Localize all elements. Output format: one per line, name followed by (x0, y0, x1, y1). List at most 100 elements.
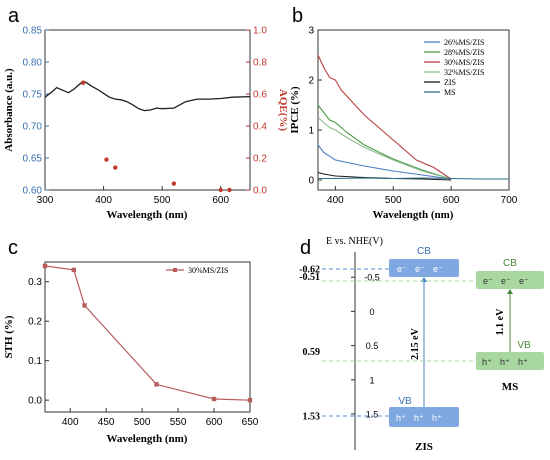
aqe-point (171, 181, 177, 186)
panel-a: 300 400 500 600 0.60 0.65 0.70 0.75 0.80 0.85 0.… (3, 26, 289, 222)
ms-hole-2: h⁺ (500, 357, 510, 367)
legend-label: 30%MS/ZIS (444, 58, 484, 67)
aqe-point (227, 187, 232, 193)
panel-c: 400 450 500 550 600 650 0.0 0.1 0.2 0.3 30%MS/ZI… (3, 261, 259, 445)
zis-hole-1: h⁺ (396, 413, 406, 423)
panel-label-b: b (292, 5, 303, 27)
panel-b-ytick-label: 0 (308, 176, 314, 187)
legend-marker (173, 268, 177, 272)
energy-axis-title: E vs. NHE(V) (326, 236, 383, 247)
panel-c-ytick-label: 0.1 (28, 356, 42, 367)
panel-c-sth-points (42, 263, 253, 403)
zis-name: ZIS (415, 441, 433, 453)
ipce-series-line (317, 54, 452, 180)
panel-b-ytick-label: 2 (308, 76, 314, 87)
sth-point (154, 382, 159, 387)
ipce-series-line (317, 144, 452, 180)
zis-cb-band (389, 259, 459, 277)
legend-label: 30%MS/ZIS (188, 266, 228, 275)
ms-hole-3: h⁺ (518, 357, 528, 367)
panel-b-frame (317, 29, 510, 191)
ms-gap-label: 1.1 eV (495, 308, 506, 335)
panel-a-ylabel: Absorbance (a.u.) (3, 68, 15, 152)
zis-vb-band (389, 407, 459, 427)
ms-vb-label: VB (517, 340, 531, 351)
panel-b-xtick-label: 400 (327, 195, 344, 206)
legend-label: MS (444, 88, 456, 97)
panel-c-ylabel: STH (%) (3, 315, 15, 358)
panel-c-xtick-label: 500 (134, 417, 151, 428)
zis-hole-3: h⁺ (432, 413, 442, 423)
energy-tick-label: 0 (369, 307, 374, 317)
panel-c-x-ticks: 400 450 500 550 600 650 (62, 408, 259, 428)
legend-label: 32%MS/ZIS (444, 68, 484, 77)
panel-a-y2tick-label: 0.0 (253, 186, 267, 197)
panel-b-ylabel: IPCE (%) (289, 86, 301, 134)
panel-b-xtick-label: 700 (501, 195, 518, 206)
ipce-series-line (317, 104, 452, 180)
panel-a-absorbance-line (44, 80, 251, 112)
ms-cb-label: CB (503, 258, 517, 269)
panel-c-xtick-label: 650 (242, 417, 259, 428)
panel-c-sth-line (44, 265, 251, 401)
panel-a-y2tick-label: 0.2 (253, 154, 267, 165)
panel-b-ytick-label: 3 (308, 26, 314, 37)
panel-label-a: a (8, 5, 20, 27)
panel-a-aqe-points (80, 80, 232, 193)
panel-c-ytick-label: 0.3 (28, 277, 42, 288)
panel-c-xtick-label: 550 (170, 417, 187, 428)
panel-c-xlabel: Wavelength (nm) (107, 433, 188, 445)
panel-a-x-ticks: 300 400 500 600 (37, 186, 229, 206)
panel-a-y2tick-label: 0.4 (253, 122, 267, 133)
panel-label-c: c (8, 237, 18, 259)
ipce-series-line (318, 177, 509, 180)
panel-b-xtick-label: 600 (443, 195, 460, 206)
panel-a-xtick-label: 500 (154, 195, 171, 206)
legend-label: ZIS (444, 78, 456, 87)
panel-c-xtick-label: 600 (206, 417, 223, 428)
panel-a-y2tick-label: 0.8 (253, 58, 267, 69)
aqe-point (80, 80, 86, 86)
panel-b: 400 500 600 700 0 1 2 3 26%MS/ZIS28%MS/ZIS30%M… (289, 26, 518, 222)
panel-a-ytick-label: 0.85 (23, 26, 43, 37)
sth-point (42, 263, 48, 269)
panel-b-xtick-label: 500 (385, 195, 402, 206)
legend-label: 28%MS/ZIS (444, 48, 484, 57)
energy-level-label: -0.51 (299, 272, 320, 283)
ipce-series-line (317, 117, 452, 180)
energy-level-label: 1.53 (303, 412, 321, 423)
ms-arrow-head (507, 289, 513, 294)
zis-electron-1: e⁻ (397, 264, 407, 274)
panel-c-xtick-label: 400 (62, 417, 79, 428)
panel-b-ytick-label: 1 (308, 126, 314, 137)
ms-hole-1: h⁺ (482, 357, 492, 367)
aqe-point (104, 157, 109, 162)
panel-c-y-ticks: 0.0 0.1 0.2 0.3 (28, 277, 49, 407)
sth-point (71, 267, 76, 273)
aqe-point (218, 187, 223, 193)
zis-electron-3: e⁻ (433, 264, 443, 274)
panel-b-xlabel: Wavelength (nm) (373, 209, 454, 221)
ms-electron-3: e⁻ (519, 276, 529, 286)
panel-a-ytick-label: 0.65 (23, 154, 43, 165)
panel-b-y-ticks: 0 1 2 3 (308, 26, 322, 187)
ms-electron-1: e⁻ (483, 276, 493, 286)
panel-a-y2-ticks: 0.0 0.2 0.4 0.6 0.8 1.0 (246, 26, 267, 197)
panel-c-legend: 30%MS/ZIS (166, 266, 228, 275)
panel-a-xtick-label: 400 (95, 195, 112, 206)
panel-label-d: d (300, 237, 311, 259)
zis-hole-2: h⁺ (414, 413, 424, 423)
zis-gap-label: 2.15 eV (410, 327, 421, 359)
panel-d: E vs. NHE(V) -0.5 0 0.5 1 1.5 -0.62-0.51 0.59… (299, 236, 544, 453)
panel-a-y2label: AQE(%) (277, 89, 289, 132)
panel-a-xtick-label: 300 (37, 195, 54, 206)
panel-c-ytick-label: 0.0 (28, 396, 42, 407)
panel-a-ytick-label: 0.75 (23, 90, 43, 101)
panel-c-frame (44, 261, 251, 413)
ms-vb-band (476, 352, 544, 370)
legend-label: 26%MS/ZIS (444, 38, 484, 47)
zis-cb-label: CB (417, 246, 431, 257)
energy-level-label: 0.59 (303, 347, 321, 358)
panel-b-legend: 26%MS/ZIS28%MS/ZIS30%MS/ZIS32%MS/ZISZISM… (424, 38, 484, 97)
